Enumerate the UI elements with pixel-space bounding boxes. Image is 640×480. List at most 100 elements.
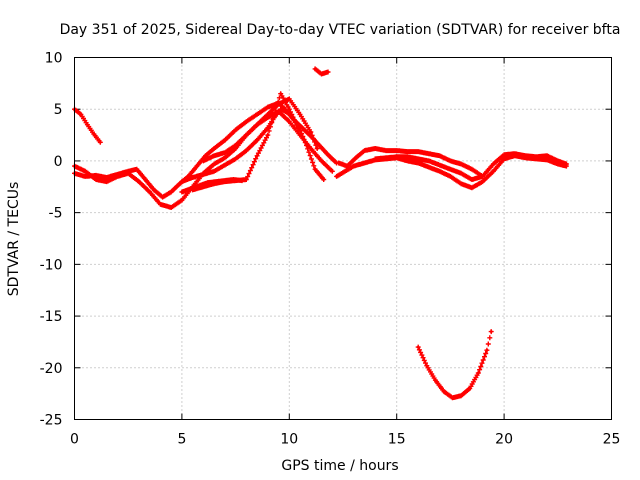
data-point xyxy=(204,154,207,158)
data-point xyxy=(279,107,283,111)
data-point xyxy=(152,188,156,192)
data-point xyxy=(244,120,248,124)
data-point xyxy=(92,132,96,136)
data-point xyxy=(433,378,437,382)
data-point xyxy=(449,175,452,178)
data-point xyxy=(255,138,259,142)
plot-frame xyxy=(74,57,612,420)
data-point xyxy=(427,165,431,169)
data-point xyxy=(126,171,130,175)
data-point xyxy=(212,169,216,173)
data-point xyxy=(313,67,317,71)
data-point xyxy=(326,70,330,74)
data-point xyxy=(137,180,141,184)
data-point xyxy=(345,164,349,168)
data-point xyxy=(373,157,377,161)
series-track-k xyxy=(372,154,486,182)
data-point xyxy=(449,167,452,171)
data-point xyxy=(255,123,259,127)
data-point xyxy=(395,155,399,159)
data-point xyxy=(352,164,356,168)
y-tick-label: -10 xyxy=(40,257,63,273)
data-point xyxy=(320,159,323,163)
data-point xyxy=(223,151,227,155)
data-point xyxy=(234,157,238,161)
data-point xyxy=(485,348,489,352)
data-point xyxy=(244,149,248,152)
data-point xyxy=(564,162,568,166)
data-point xyxy=(481,175,485,178)
data-point xyxy=(223,156,227,160)
data-point xyxy=(197,184,201,188)
data-point xyxy=(343,169,347,173)
data-points xyxy=(72,66,569,401)
data-point xyxy=(298,112,302,116)
data-point xyxy=(363,149,366,152)
series-track-g xyxy=(200,96,320,164)
data-point xyxy=(178,182,182,186)
data-point xyxy=(223,138,227,142)
data-point xyxy=(180,180,184,184)
data-point xyxy=(148,190,152,194)
data-point xyxy=(201,172,205,176)
data-point xyxy=(272,112,276,116)
data-point xyxy=(83,169,87,173)
data-point xyxy=(266,105,270,109)
grid-lines xyxy=(74,57,612,420)
data-point xyxy=(524,154,527,158)
data-point xyxy=(234,128,238,132)
data-point xyxy=(335,175,338,178)
data-point xyxy=(502,153,506,157)
data-point xyxy=(298,133,302,137)
data-point xyxy=(266,112,270,116)
data-point xyxy=(416,157,420,161)
series-track-j xyxy=(336,146,569,179)
data-point xyxy=(326,153,330,157)
data-point xyxy=(135,167,139,171)
data-point xyxy=(534,155,538,159)
y-axis-label: SDTVAR / TECUs xyxy=(6,182,22,297)
data-point xyxy=(438,169,442,173)
data-point xyxy=(85,123,89,127)
data-point xyxy=(296,126,300,130)
data-point xyxy=(406,159,409,163)
data-point xyxy=(116,175,119,178)
x-axis-label: GPS time / hours xyxy=(281,458,398,474)
data-point xyxy=(277,102,280,106)
x-tick-label: 0 xyxy=(70,432,79,448)
data-point xyxy=(438,154,442,158)
data-point xyxy=(427,152,431,156)
data-point xyxy=(545,154,549,158)
data-point xyxy=(255,154,259,158)
data-point xyxy=(315,147,319,150)
data-point xyxy=(223,179,227,182)
data-point xyxy=(169,190,173,194)
y-tick-label: 5 xyxy=(54,102,63,118)
data-point xyxy=(279,92,283,96)
series-track-h xyxy=(312,66,331,77)
data-point xyxy=(79,112,83,116)
data-point xyxy=(442,390,446,393)
axis-ticks: 0 5 10 15 20 25 -25 -20 -15 -10 -5 0 5 10 xyxy=(40,51,621,448)
data-point xyxy=(556,159,560,163)
data-point xyxy=(373,147,377,150)
data-point xyxy=(287,120,291,124)
data-point xyxy=(244,178,248,181)
data-point xyxy=(195,164,199,168)
data-point xyxy=(201,159,205,163)
data-point xyxy=(416,161,420,165)
data-point xyxy=(384,149,388,152)
data-point xyxy=(212,147,216,150)
data-point xyxy=(105,180,109,184)
data-point xyxy=(470,178,474,181)
y-tick-label: -25 xyxy=(40,413,63,429)
data-point xyxy=(98,140,102,144)
data-point xyxy=(489,330,493,333)
y-tick-label: -15 xyxy=(40,309,63,325)
data-point xyxy=(481,180,485,184)
data-point xyxy=(287,107,291,111)
chart-title: Day 351 of 2025, Sidereal Day-to-day VTE… xyxy=(60,22,621,38)
data-point xyxy=(476,371,480,375)
x-tick-label: 25 xyxy=(603,432,621,448)
